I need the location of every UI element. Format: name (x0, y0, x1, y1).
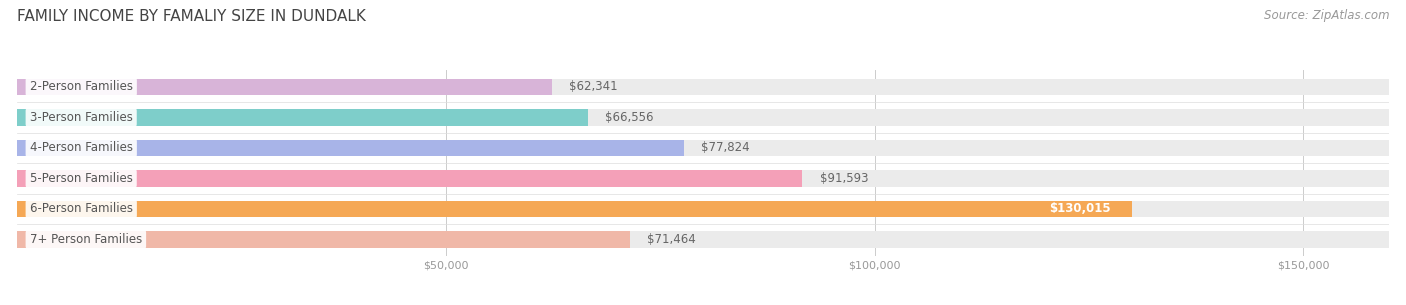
Text: 5-Person Families: 5-Person Families (30, 172, 132, 185)
Text: $130,015: $130,015 (1049, 203, 1111, 215)
Bar (17, 109, 1389, 126)
Text: 2-Person Families: 2-Person Families (30, 81, 132, 93)
Bar (17, 201, 1389, 217)
Text: $66,556: $66,556 (605, 111, 654, 124)
Text: 6-Person Families: 6-Person Families (30, 203, 132, 215)
Bar (17, 109, 588, 126)
Text: $91,593: $91,593 (820, 172, 868, 185)
Text: $62,341: $62,341 (568, 81, 617, 93)
Text: 4-Person Families: 4-Person Families (30, 142, 132, 154)
Bar (17, 231, 1389, 248)
Bar (17, 78, 551, 95)
Bar (17, 140, 685, 156)
Bar (17, 140, 1389, 156)
Bar (17, 201, 1132, 217)
Text: FAMILY INCOME BY FAMALIY SIZE IN DUNDALK: FAMILY INCOME BY FAMALIY SIZE IN DUNDALK (17, 9, 366, 24)
Bar (17, 170, 803, 187)
Text: Source: ZipAtlas.com: Source: ZipAtlas.com (1264, 9, 1389, 22)
Text: $77,824: $77,824 (702, 142, 751, 154)
Text: 3-Person Families: 3-Person Families (30, 111, 132, 124)
Text: 7+ Person Families: 7+ Person Families (30, 233, 142, 246)
Text: $71,464: $71,464 (647, 233, 696, 246)
Bar (17, 78, 1389, 95)
Bar (17, 231, 630, 248)
Bar (17, 170, 1389, 187)
